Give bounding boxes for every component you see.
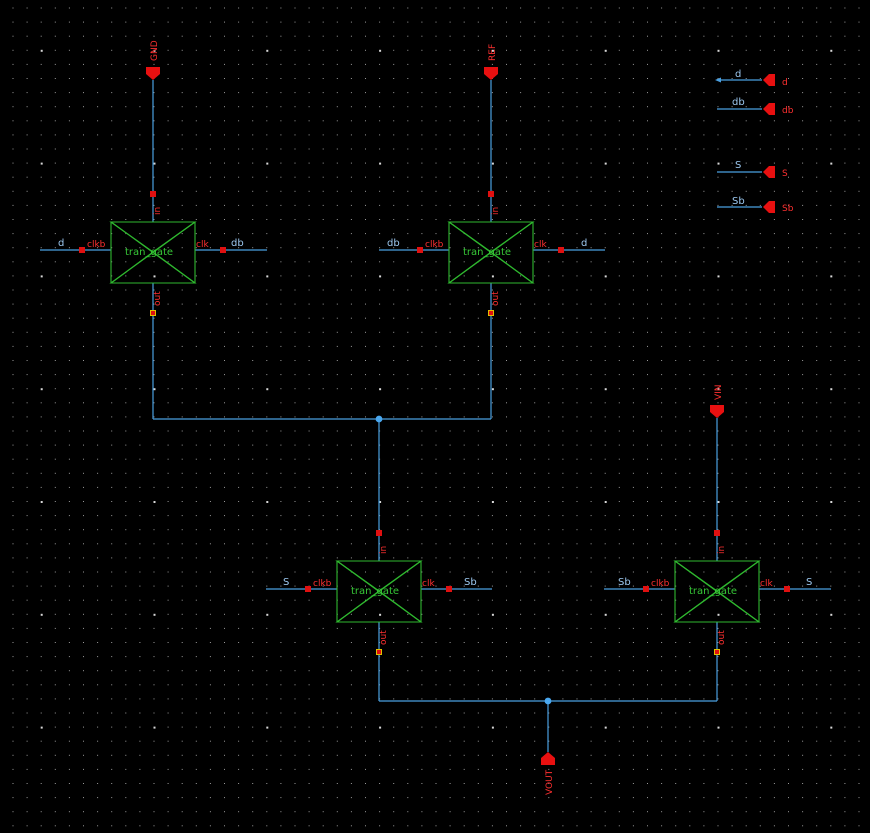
port-db[interactable]: db db (732, 97, 794, 116)
pin-out-label: out (717, 630, 727, 645)
port-sb-net: Sb (732, 196, 745, 207)
tran-gate-instance-3[interactable]: tran_gate in out clkb clk S Sb (283, 530, 477, 655)
port-sb-label: Sb (782, 204, 794, 214)
port-vin[interactable]: VIN (710, 384, 724, 418)
net-clk-label: d (581, 238, 587, 249)
pin-clkb-label: clkb (87, 240, 106, 250)
pin-clkb-label: clkb (425, 240, 444, 250)
port-s-label: S (782, 169, 788, 179)
port-s-net: S (735, 160, 741, 171)
port-db-label: db (782, 106, 794, 116)
port-d-net: d (735, 69, 741, 80)
net-clk-label: Sb (464, 577, 477, 588)
tran-gate-symbol (447, 221, 535, 284)
net-clkb-label: db (387, 238, 400, 249)
port-gnd[interactable]: GND (146, 40, 160, 80)
port-vin-label: VIN (714, 384, 724, 400)
pin-in-label: in (491, 207, 501, 215)
pin-clkb-label: clkb (313, 579, 332, 589)
grid-dots (12, 7, 860, 827)
port-s[interactable]: S S (735, 160, 788, 179)
pin-in-label: in (717, 546, 727, 554)
net-clkb-label: S (283, 577, 289, 588)
port-ref-label: REF (488, 44, 498, 61)
port-d[interactable]: d d (735, 69, 788, 88)
pin-clk-label: clk (422, 579, 435, 589)
port-sb[interactable]: Sb Sb (732, 196, 794, 214)
pin-in-label: in (379, 546, 389, 554)
port-db-net: db (732, 97, 745, 108)
pin-clk-label: clk (196, 240, 209, 250)
pin-in-label: in (153, 207, 163, 215)
gate-cell-name: tran_gate (125, 247, 173, 258)
gate-cell-name: tran_gate (463, 247, 511, 258)
port-ref[interactable]: REF (484, 44, 498, 80)
gate-cell-name: tran_gate (351, 586, 399, 597)
net-clkb-label: d (58, 238, 64, 249)
wiring (40, 77, 831, 752)
port-d-label: d (782, 78, 788, 88)
pin-clk-label: clk (534, 240, 547, 250)
port-vout[interactable]: VOUT (541, 752, 555, 795)
tran-gate-instance-1[interactable]: tran_gate in out clkb clk d db (58, 191, 244, 316)
pin-clkb-label: clkb (651, 579, 670, 589)
pin-out-label: out (379, 630, 389, 645)
pin-out-label: out (153, 291, 163, 306)
port-gnd-label: GND (150, 40, 160, 61)
tran-gate-instance-4[interactable]: tran_gate in out clkb clk Sb S (618, 530, 812, 655)
net-clk-label: S (806, 577, 812, 588)
pin-out-label: out (491, 291, 501, 306)
net-clk-label: db (231, 238, 244, 249)
pin-clk-label: clk (760, 579, 773, 589)
tran-gate-symbol (673, 560, 761, 623)
gate-cell-name: tran_gate (689, 586, 737, 597)
port-vout-label: VOUT (545, 769, 555, 795)
net-clkb-label: Sb (618, 577, 631, 588)
tran-gate-symbol (109, 221, 197, 284)
tran-gate-instance-2[interactable]: tran_gate in out clkb clk db d (387, 191, 587, 316)
tran-gate-symbol (335, 560, 423, 623)
